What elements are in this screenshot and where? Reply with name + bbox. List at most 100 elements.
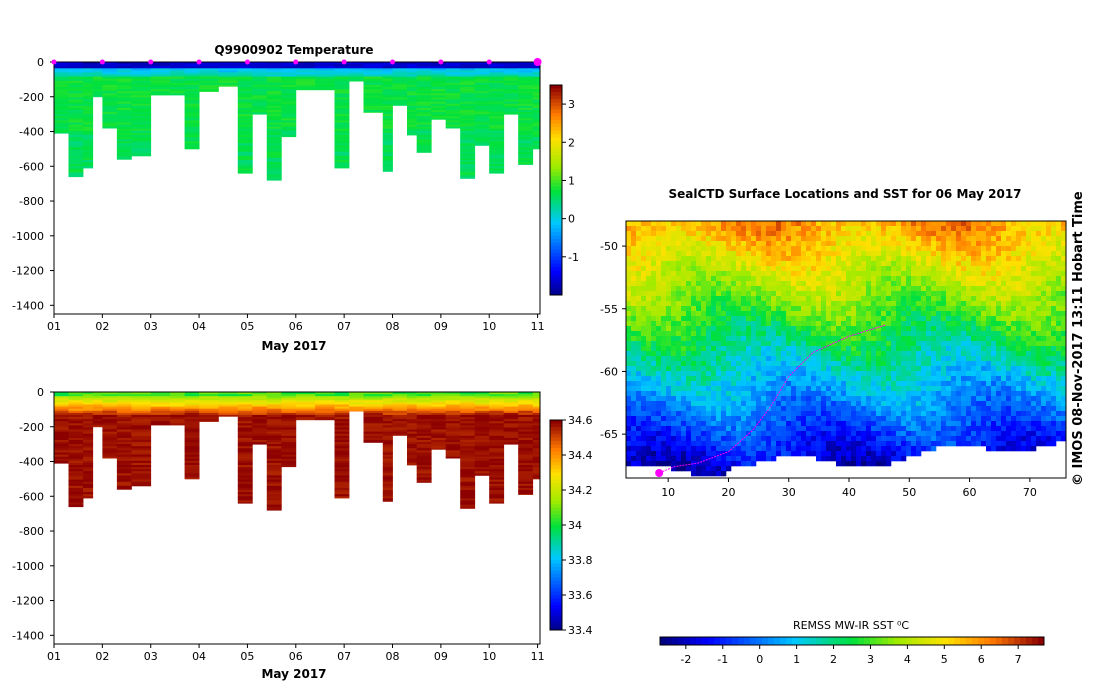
salinity-cell bbox=[295, 408, 316, 412]
temperature-cell bbox=[68, 74, 84, 77]
sst-cell bbox=[776, 396, 782, 402]
temperature-cell bbox=[68, 141, 84, 144]
surface-marker bbox=[486, 59, 492, 65]
salinity-cell bbox=[116, 458, 132, 462]
sst-cell bbox=[681, 376, 687, 382]
sst-cell bbox=[791, 301, 797, 307]
temperature-cell bbox=[407, 68, 418, 71]
temperature-cell bbox=[218, 62, 239, 65]
sst-cell bbox=[846, 356, 852, 362]
salinity-cell bbox=[407, 394, 418, 397]
temperature-cell bbox=[131, 126, 152, 130]
temperature-cell bbox=[184, 64, 200, 67]
salinity-cell bbox=[416, 458, 432, 462]
colorbar-segment bbox=[550, 92, 562, 96]
salinity-cell bbox=[266, 487, 282, 491]
salinity-cell bbox=[184, 433, 200, 437]
sst-cell bbox=[871, 461, 877, 467]
sst-cell bbox=[686, 221, 692, 227]
sst-cell bbox=[796, 406, 802, 412]
sst-cell bbox=[851, 401, 857, 407]
sst-cell bbox=[681, 406, 687, 412]
sst-cell bbox=[721, 321, 727, 327]
sst-cell bbox=[781, 266, 787, 272]
sst-cell bbox=[826, 241, 832, 247]
temperature-cell bbox=[295, 62, 316, 65]
salinity-cell bbox=[363, 435, 384, 439]
salinity-cell bbox=[518, 487, 534, 491]
temperature-cell bbox=[252, 110, 268, 113]
salinity-cell bbox=[252, 421, 268, 424]
sst-cell bbox=[726, 451, 732, 457]
sst-cell bbox=[636, 336, 642, 342]
sst-cell bbox=[806, 316, 812, 322]
salinity-cell bbox=[102, 419, 118, 422]
temperature-cell bbox=[131, 99, 152, 102]
temperature-cell bbox=[83, 112, 94, 115]
sst-cell bbox=[851, 311, 857, 317]
sst-cell bbox=[696, 361, 702, 367]
sst-cell bbox=[681, 451, 687, 457]
temperature-cell bbox=[199, 89, 219, 92]
sst-cell bbox=[676, 321, 682, 327]
sst-cell bbox=[731, 281, 737, 287]
colorbar-segment bbox=[550, 249, 562, 254]
sst-cell bbox=[711, 281, 717, 287]
salinity-heatmap bbox=[54, 392, 541, 511]
sst-cell bbox=[646, 386, 652, 392]
temperature-cell bbox=[184, 107, 200, 111]
sst-cell bbox=[656, 271, 662, 277]
salinity-cell bbox=[54, 402, 69, 405]
temperature-cell bbox=[407, 74, 418, 77]
temperature-cell bbox=[382, 160, 393, 163]
temperature-cell bbox=[416, 124, 432, 128]
sst-cell bbox=[866, 416, 872, 422]
sst-cell bbox=[871, 356, 877, 362]
colorbar-segment bbox=[550, 584, 562, 589]
salinity-cell bbox=[237, 406, 253, 410]
sst-cell bbox=[766, 366, 772, 372]
sst-cell bbox=[786, 321, 792, 327]
sst-cell bbox=[871, 256, 877, 262]
sst-cell bbox=[836, 341, 842, 347]
sst-cell bbox=[771, 336, 777, 342]
sst-cell bbox=[671, 251, 677, 257]
sst-cell bbox=[771, 351, 777, 357]
salinity-cell bbox=[150, 396, 171, 399]
salinity-cell bbox=[407, 442, 418, 445]
salinity-cell bbox=[116, 435, 132, 439]
sst-cell bbox=[821, 401, 827, 407]
colorbar-segment bbox=[550, 277, 562, 282]
sst-cell bbox=[856, 291, 862, 297]
salinity-cell bbox=[54, 452, 69, 455]
sst-cell bbox=[836, 376, 842, 382]
salinity-cell bbox=[460, 435, 476, 439]
sst-cell bbox=[626, 296, 632, 302]
salinity-cell bbox=[237, 450, 253, 453]
salinity-cell bbox=[266, 469, 282, 472]
sst-cell bbox=[716, 226, 722, 232]
sst-cell bbox=[796, 351, 802, 357]
salinity-cell bbox=[460, 421, 476, 424]
sst-cell bbox=[856, 276, 862, 282]
salinity-cell bbox=[237, 419, 253, 422]
salinity-cell bbox=[382, 433, 393, 437]
temperature-cell bbox=[252, 84, 268, 88]
sst-cell bbox=[721, 281, 727, 287]
salinity-cell bbox=[532, 394, 541, 397]
sst-cell bbox=[636, 221, 642, 227]
sst-cell bbox=[866, 271, 872, 277]
sst-cell bbox=[686, 236, 692, 242]
salinity-cell bbox=[431, 446, 447, 449]
sst-cell bbox=[686, 341, 692, 347]
colorbar-segment bbox=[550, 619, 562, 624]
temperature-cell bbox=[445, 110, 461, 113]
sst-cell bbox=[671, 461, 677, 467]
sst-cell bbox=[756, 441, 762, 447]
temperature-cell bbox=[237, 91, 253, 94]
temperature-cell bbox=[83, 145, 94, 148]
sst-cell bbox=[776, 366, 782, 372]
sst-cell bbox=[786, 371, 792, 377]
sst-cell bbox=[811, 321, 817, 327]
